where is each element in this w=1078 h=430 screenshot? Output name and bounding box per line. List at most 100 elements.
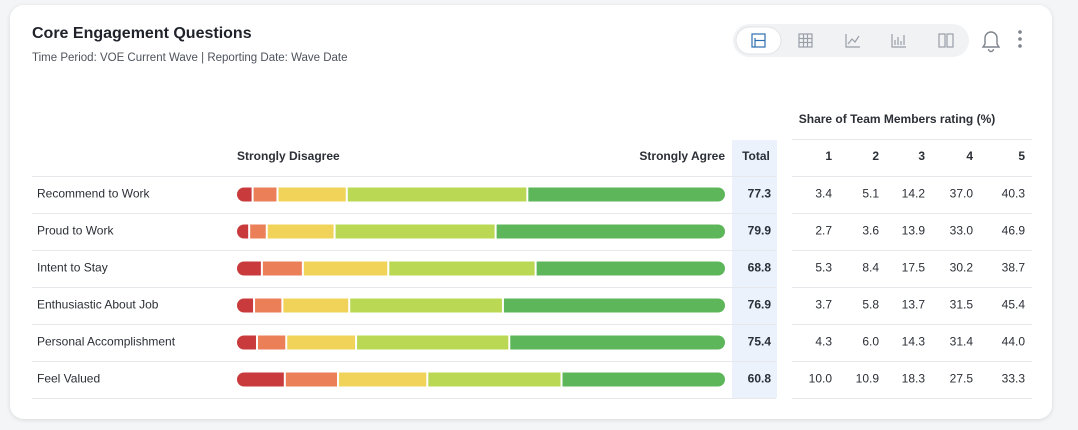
subtitle: Time Period: VOE Current Wave | Reportin… [32,52,348,64]
view-bar-icon[interactable] [891,34,906,48]
bar-segment [257,335,286,350]
left-label: Strongly Disagree [237,149,340,163]
bar-row [237,261,725,276]
share-value: 4.3 [815,335,832,349]
share-value: 31.4 [950,335,974,349]
row-label: Intent to Stay [37,261,108,275]
share-value: 3.7 [815,298,832,312]
bar-segment [528,187,725,202]
share-value: 6.0 [862,335,879,349]
bar-segment [237,372,284,387]
share-value: 17.5 [902,261,926,275]
share-value: 13.7 [902,298,926,312]
share-value: 46.9 [1002,224,1026,238]
bar-segment [335,224,495,239]
title: Core Engagement Questions [32,25,252,42]
right-label: Strongly Agree [639,149,725,163]
bar-segment [283,298,349,313]
share-value: 8.4 [862,261,879,275]
share-value: 3.4 [815,187,832,201]
share-value: 33.0 [950,224,974,238]
bar-segment [389,261,535,276]
column-header: 4 [966,149,973,163]
total-value: 77.3 [748,187,772,201]
bar-segment [347,187,527,202]
share-value: 31.5 [950,298,974,312]
column-header: 5 [1018,149,1025,163]
total-value: 76.9 [748,298,772,312]
bar-segment [237,261,261,276]
bar-segment [267,224,334,239]
bar-segment [285,372,337,387]
share-value: 45.4 [1002,298,1026,312]
share-value: 44.0 [1002,335,1026,349]
bar-segment [250,224,266,239]
bar-segment [357,335,509,350]
share-value: 40.3 [1002,187,1026,201]
bar-segment [303,261,388,276]
total-value: 68.8 [748,261,772,275]
share-value: 33.3 [1002,372,1026,386]
row-label: Enthusiastic About Job [37,298,159,312]
share-value: 2.7 [815,224,832,238]
total-column-bg [732,140,777,398]
view-list-icon[interactable] [751,33,766,48]
bar-row [237,335,725,350]
bar-segment [503,298,725,313]
bar-segment [237,335,256,350]
bar-segment [237,298,254,313]
bar-segment [255,298,282,313]
view-line-icon[interactable] [845,34,860,48]
bar-segment [287,335,356,350]
bar-segment [350,298,502,313]
share-value: 5.8 [862,298,879,312]
bell-icon[interactable] [981,31,1001,53]
total-value: 75.4 [748,335,772,349]
share-value: 5.3 [815,261,832,275]
view-switcher [733,24,969,57]
bar-segment [262,261,302,276]
share-value: 5.1 [862,187,879,201]
share-title: Share of Team Members rating (%) [799,112,996,126]
row-label: Proud to Work [37,224,114,238]
view-split-icon[interactable] [938,33,954,48]
more-menu[interactable] [1018,30,1022,48]
row-label: Personal Accomplishment [37,335,176,349]
bar-segment [253,187,277,202]
share-value: 27.5 [950,372,974,386]
card [10,5,1052,419]
bar-segment [338,372,427,387]
bar-segment [237,224,249,239]
bar-segment [562,372,725,387]
bar-segment [237,187,252,202]
share-value: 13.9 [902,224,926,238]
total-value: 60.8 [748,372,772,386]
share-value: 10.0 [809,372,833,386]
share-value: 18.3 [902,372,926,386]
column-header: 1 [825,149,832,163]
row-label: Feel Valued [37,372,100,386]
share-value: 30.2 [950,261,974,275]
bar-segment [496,224,725,239]
row-label: Recommend to Work [37,187,150,201]
bar-row [237,298,725,313]
share-value: 10.9 [856,372,880,386]
bar-segment [428,372,561,387]
total-value: 79.9 [748,224,772,238]
column-header: 2 [872,149,879,163]
share-value: 37.0 [950,187,974,201]
bar-row [237,187,725,202]
bar-segment [278,187,346,202]
column-header: 3 [918,149,925,163]
bar-segment [536,261,725,276]
share-value: 38.7 [1002,261,1026,275]
share-value: 14.2 [902,187,926,201]
share-value: 14.3 [902,335,926,349]
view-table-icon[interactable] [798,33,813,48]
share-value: 3.6 [862,224,879,238]
bar-row [237,224,725,239]
bar-row [237,372,725,387]
total-header: Total [742,149,770,163]
bar-segment [510,335,725,350]
